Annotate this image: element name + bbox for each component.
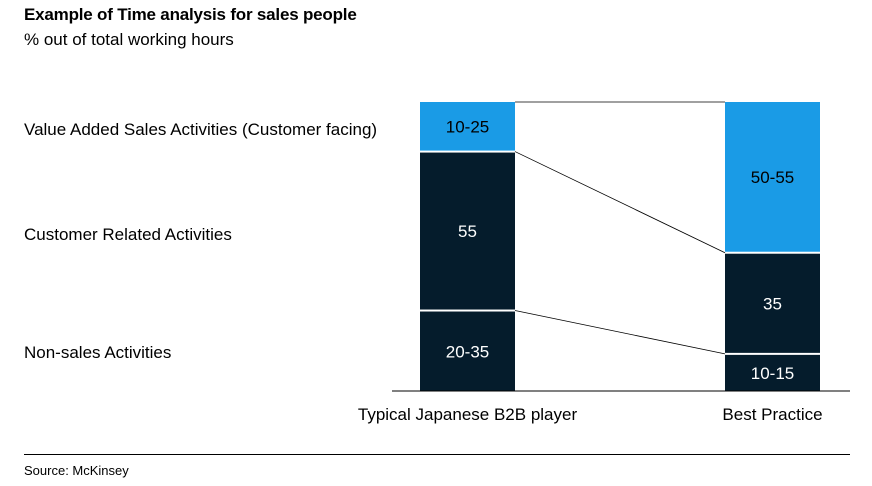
segment-label-2-3: 50-55 [751,168,794,187]
row-label-non-sales: Non-sales Activities [24,343,172,362]
source-note: Source: McKinsey [24,463,129,478]
connector-line-1 [514,310,726,355]
category-label-2: Best Practice [722,405,822,424]
segment-label-2-2: 35 [763,294,782,313]
segment-labels: 20-35 55 10-25 10-15 35 50-55 [446,117,794,383]
category-labels: Typical Japanese B2B player Best Practice [358,405,823,424]
bar-segment-1-2 [420,152,515,310]
connector-lines [514,101,726,355]
segment-label-1-1: 20-35 [446,342,489,361]
row-label-customer-related: Customer Related Activities [24,225,232,244]
category-label-1: Typical Japanese B2B player [358,405,578,424]
chart-title: Example of Time analysis for sales peopl… [24,5,357,24]
footer-divider [24,454,850,455]
bar-segment-2-3 [725,102,820,252]
chart-subtitle: % out of total working hours [24,30,234,49]
segment-label-1-2: 55 [458,222,477,241]
bar-segment-1-1 [420,311,515,391]
bar-segment-2-2 [725,253,820,353]
bar-segment-2-1 [725,354,820,391]
stacked-bar-chart: 20-35 55 10-25 10-15 35 50-55 Typical Japanes… [358,101,850,424]
connector-line-2 [514,151,726,254]
segment-label-1-3: 10-25 [446,117,489,136]
bars [420,102,820,391]
segment-label-2-1: 10-15 [751,364,794,383]
row-label-value-added: Value Added Sales Activities (Customer f… [24,120,378,139]
bar-segment-1-3 [420,102,515,151]
